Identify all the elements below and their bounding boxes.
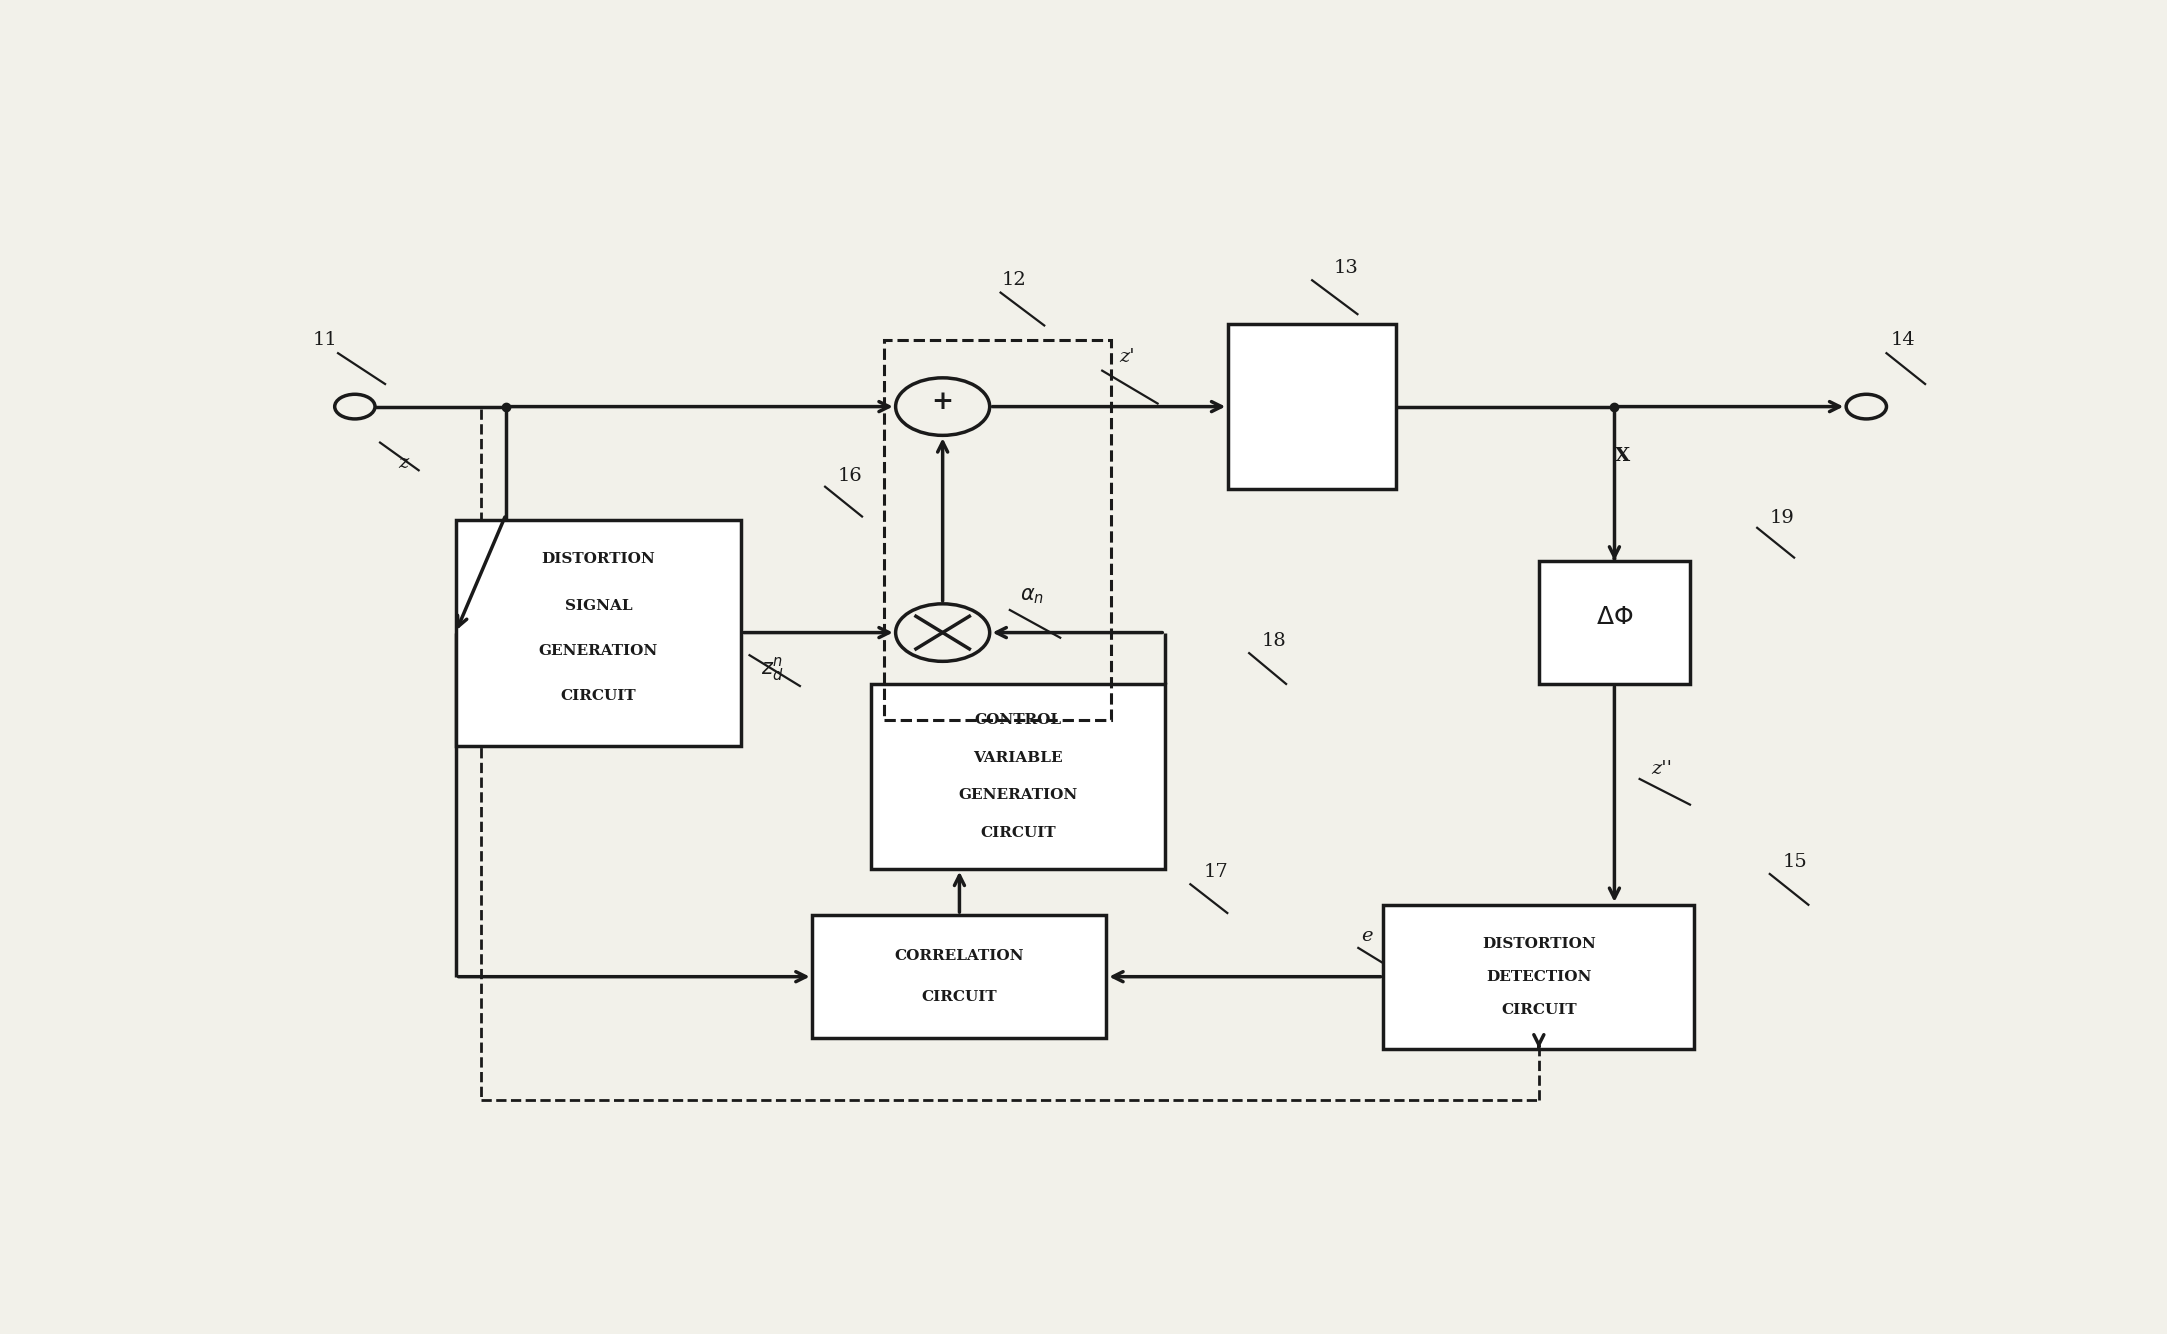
- Bar: [871, 684, 1166, 868]
- Text: GENERATION: GENERATION: [540, 644, 659, 658]
- Text: CIRCUIT: CIRCUIT: [979, 826, 1055, 840]
- Text: 12: 12: [1001, 271, 1027, 289]
- Text: SIGNAL: SIGNAL: [566, 599, 633, 612]
- Bar: [1383, 904, 1695, 1049]
- Text: z: z: [399, 454, 410, 472]
- Text: 19: 19: [1770, 508, 1794, 527]
- Text: 14: 14: [1892, 331, 1916, 348]
- Text: 15: 15: [1783, 852, 1807, 871]
- Bar: [884, 340, 1110, 720]
- Text: z': z': [1120, 348, 1136, 367]
- Text: 13: 13: [1333, 259, 1359, 277]
- Text: X: X: [1614, 447, 1630, 466]
- Bar: [455, 519, 741, 746]
- Text: 16: 16: [839, 467, 862, 486]
- Text: VARIABLE: VARIABLE: [973, 751, 1064, 764]
- Text: CIRCUIT: CIRCUIT: [921, 990, 997, 1005]
- Text: CONTROL: CONTROL: [975, 712, 1062, 727]
- Text: DETECTION: DETECTION: [1487, 970, 1591, 983]
- Bar: [1539, 560, 1690, 684]
- Text: +: +: [932, 390, 953, 414]
- Text: 17: 17: [1203, 863, 1229, 880]
- Bar: [813, 915, 1107, 1038]
- Text: CIRCUIT: CIRCUIT: [1502, 1003, 1578, 1017]
- Text: e: e: [1361, 927, 1372, 944]
- Text: DISTORTION: DISTORTION: [1482, 936, 1595, 951]
- Text: GENERATION: GENERATION: [958, 788, 1077, 802]
- Text: 11: 11: [312, 331, 338, 348]
- Bar: [1229, 324, 1396, 488]
- Text: DISTORTION: DISTORTION: [542, 552, 654, 566]
- Text: CIRCUIT: CIRCUIT: [561, 690, 637, 703]
- Text: $z_d^n$: $z_d^n$: [761, 655, 784, 683]
- Text: $\alpha_n$: $\alpha_n$: [1021, 587, 1044, 607]
- Text: 18: 18: [1261, 632, 1287, 650]
- Text: z'': z'': [1651, 759, 1673, 778]
- Text: CORRELATION: CORRELATION: [895, 950, 1025, 963]
- Text: $\Delta\Phi$: $\Delta\Phi$: [1595, 606, 1634, 628]
